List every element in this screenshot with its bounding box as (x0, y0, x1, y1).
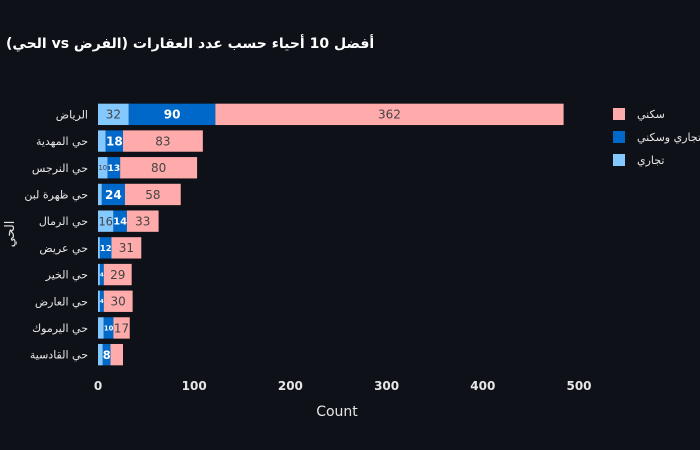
bar-segment[interactable] (98, 237, 100, 259)
bar-value-label: 13 (108, 164, 121, 174)
y-tick-label: حي القادسية (30, 349, 88, 362)
bar-segment[interactable] (99, 290, 104, 312)
y-tick-label: حي الرمال (39, 215, 88, 228)
bar-segment[interactable] (98, 183, 102, 206)
y-axis-ticks: الرياض حي المهدية حي النرجس حي ظهرة لبن حي ا… (24, 108, 88, 361)
x-tick-label: 500 (566, 379, 591, 393)
bar-segment[interactable] (98, 103, 129, 126)
bar-value-label: 10 (104, 324, 114, 332)
bar-segment[interactable] (99, 237, 112, 259)
bar-value-label: 12 (100, 243, 112, 253)
legend[interactable]: سكني تجاري وسكني تجاري (613, 108, 700, 167)
bar-segment[interactable] (101, 183, 125, 206)
bar-segment[interactable] (98, 263, 100, 286)
bar-segment[interactable] (98, 290, 100, 312)
bar-value-label: 58 (145, 188, 160, 202)
bar-segment[interactable] (103, 317, 114, 339)
x-tick-label: 300 (374, 379, 399, 393)
bar-segment[interactable] (215, 103, 564, 126)
legend-label[interactable]: سكني (637, 108, 665, 121)
bar-segment[interactable] (105, 130, 124, 152)
legend-swatch[interactable] (613, 108, 625, 120)
y-axis-title: الحي (3, 221, 18, 248)
y-tick-label: حي ظهرة لبن (24, 188, 88, 201)
y-tick-label: حي المهدية (36, 135, 88, 148)
bar-segment[interactable] (124, 183, 181, 206)
bar-value-label: 29 (110, 268, 125, 282)
bar-value-label: 4 (100, 299, 104, 305)
bar-value-label: 31 (119, 241, 134, 255)
bar-value-label: 16 (98, 214, 113, 228)
bars-layer (98, 103, 564, 366)
bar-segment[interactable] (123, 130, 203, 152)
x-axis-ticks: 0 100 200 300 400 500 (94, 379, 592, 393)
bar-segment[interactable] (98, 210, 114, 232)
legend-label[interactable]: تجاري (637, 154, 664, 167)
bar-segment[interactable] (111, 237, 142, 259)
bar-segment[interactable] (98, 343, 103, 366)
x-tick-label: 200 (278, 379, 303, 393)
bar-value-label: 14 (113, 217, 127, 228)
bar-segment[interactable] (103, 290, 133, 312)
bar-value-label: 10 (98, 164, 107, 172)
bar-segment[interactable] (107, 157, 121, 179)
bar-value-label: 4 (100, 272, 104, 278)
bar-value-label: 18 (106, 134, 123, 148)
x-tick-label: 0 (94, 379, 102, 393)
y-tick-label: الرياض (56, 108, 88, 121)
bar-segment[interactable] (98, 317, 104, 339)
y-tick-label: حي اليرموك (32, 322, 88, 335)
y-tick-label: حي الخير (45, 269, 88, 282)
y-tick-label: حي العارض (35, 295, 88, 308)
x-tick-label: 400 (470, 379, 495, 393)
x-axis-title: Count (316, 404, 358, 420)
bar-value-label: 30 (111, 295, 126, 309)
bar-value-label: 33 (135, 214, 150, 228)
bar-value-label: 24 (105, 188, 122, 202)
legend-swatch[interactable] (613, 131, 625, 143)
bar-value-label: 80 (151, 161, 166, 175)
bar-segment[interactable] (120, 157, 198, 179)
bar-segment[interactable] (99, 263, 104, 286)
legend-label[interactable]: تجاري وسكني (637, 131, 700, 144)
bar-value-label: 32 (106, 108, 121, 122)
x-tick-label: 100 (182, 379, 207, 393)
bar-segment[interactable] (98, 130, 106, 152)
bar-value-label: 17 (114, 321, 129, 335)
bar-segment[interactable] (110, 343, 124, 366)
chart-title: أفضل 10 أحياء حسب عدد العقارات (الفرض vs… (6, 36, 375, 52)
bar-segment[interactable] (113, 210, 127, 232)
y-tick-label: حي عريض (39, 242, 88, 255)
bar-value-label: 83 (155, 134, 170, 148)
bar-segment[interactable] (126, 210, 159, 232)
bar-segment[interactable] (113, 317, 130, 339)
y-tick-label: حي النرجس (32, 162, 88, 175)
bar-segment[interactable] (102, 343, 111, 366)
bar-segment[interactable] (128, 103, 216, 126)
bar-segment[interactable] (98, 157, 108, 179)
bar-segment[interactable] (103, 263, 132, 286)
bar-value-label: 8 (103, 348, 111, 362)
legend-swatch[interactable] (613, 154, 625, 166)
bar-value-label: 90 (164, 108, 181, 122)
bar-value-label: 362 (378, 108, 401, 122)
